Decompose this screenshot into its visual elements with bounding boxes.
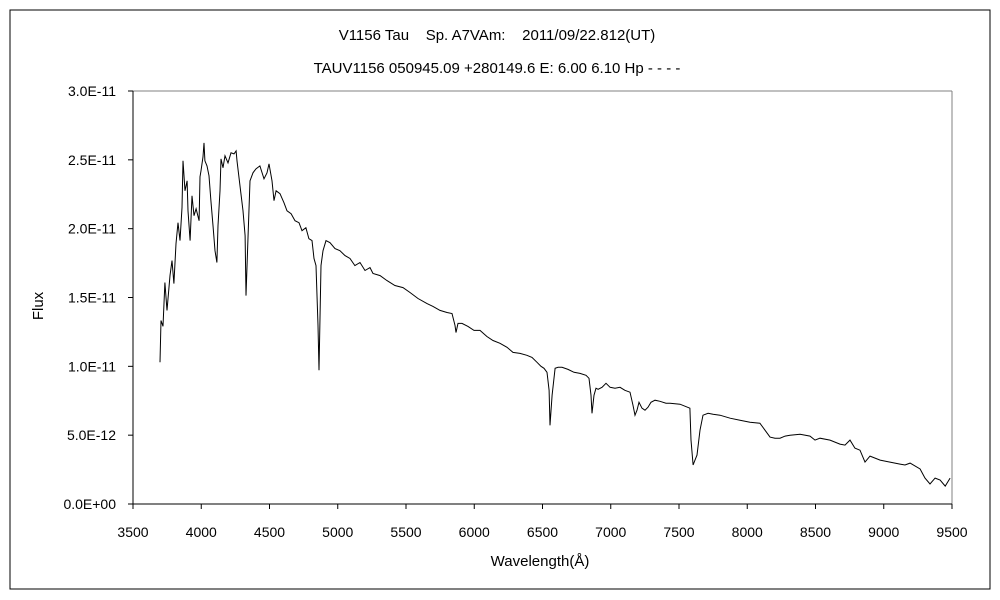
x-tick-label: 6000 xyxy=(459,524,490,540)
y-tick-label: 5.0E-12 xyxy=(67,427,116,443)
spectrum-line xyxy=(159,142,951,487)
x-tick-label: 4000 xyxy=(186,524,217,540)
chart-frame xyxy=(9,9,991,590)
x-tick-label: 7500 xyxy=(663,524,694,540)
y-ticks: 0.0E+00 5.0E-12 1.0E-11 1.5E-11 2.0E-11 2.5E-… xyxy=(63,83,133,512)
x-tick-label: 8500 xyxy=(800,524,831,540)
y-tick-label: 2.0E-11 xyxy=(68,221,116,237)
y-tick-label: 0.0E+00 xyxy=(63,496,116,512)
x-tick-label: 3500 xyxy=(117,524,148,540)
y-tick-label: 1.5E-11 xyxy=(68,290,116,306)
x-tick-label: 6500 xyxy=(527,524,558,540)
x-axis-label: Wavelength(Å) xyxy=(491,553,590,570)
x-tick-label: 7000 xyxy=(595,524,626,540)
chart-subtitle: TAUV1156 050945.09 +280149.6 E: 6.00 6.1… xyxy=(314,60,681,77)
x-tick-label: 5500 xyxy=(390,524,421,540)
x-tick-label: 5000 xyxy=(322,524,353,540)
x-ticks: 3500 4000 4500 5000 5500 6000 6500 7000 7500 8000… xyxy=(117,504,968,540)
x-tick-label: 9000 xyxy=(868,524,899,540)
y-tick-label: 1.0E-11 xyxy=(68,358,116,374)
chart-title: V1156 Tau Sp. A7VAm: 2011/09/22.812(UT) xyxy=(339,27,656,44)
y-tick-label: 2.5E-11 xyxy=(68,152,116,168)
x-tick-label: 8000 xyxy=(732,524,763,540)
y-axis-label: Flux xyxy=(30,291,47,320)
x-tick-label: 9500 xyxy=(936,524,967,540)
y-tick-label: 3.0E-11 xyxy=(68,83,116,99)
x-tick-label: 4500 xyxy=(254,524,285,540)
